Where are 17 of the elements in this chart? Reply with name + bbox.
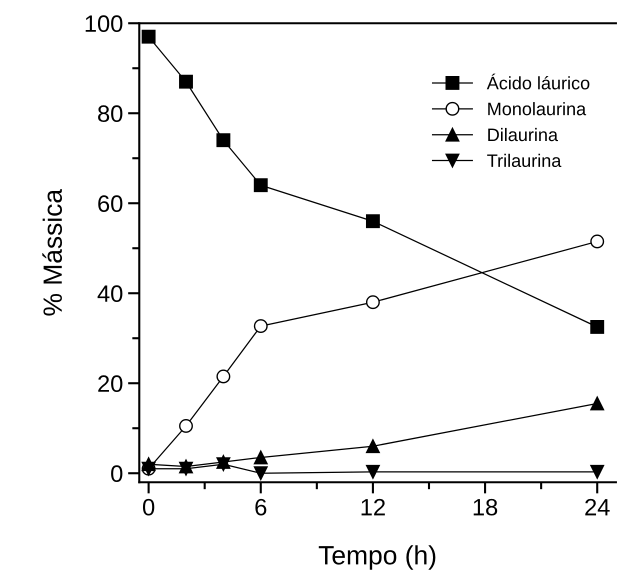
y-tick-label: 20 bbox=[98, 375, 122, 392]
legend-label: Ácido láurico bbox=[486, 74, 590, 90]
y-tick-label: 60 bbox=[98, 195, 122, 212]
x-tick-label: 12 bbox=[362, 498, 385, 516]
x-tick-label: 18 bbox=[474, 498, 498, 516]
x-tick-label: 24 bbox=[585, 498, 610, 516]
legend-label: Dilaurina bbox=[488, 128, 558, 142]
x-tick-label: 6 bbox=[255, 498, 266, 516]
y-tick-label: 0 bbox=[111, 465, 122, 482]
y-tick-label: 40 bbox=[98, 285, 122, 302]
x-tick-label: 0 bbox=[142, 498, 154, 516]
y-axis-title: % Mássica bbox=[42, 188, 62, 316]
y-tick-label: 100 bbox=[86, 15, 122, 32]
legend-label: Monolaurina bbox=[488, 102, 586, 116]
x-axis-title: Tempo (h) bbox=[318, 545, 436, 570]
y-tick-label: 80 bbox=[98, 105, 122, 122]
legend-label: Trilaurina bbox=[487, 154, 562, 168]
